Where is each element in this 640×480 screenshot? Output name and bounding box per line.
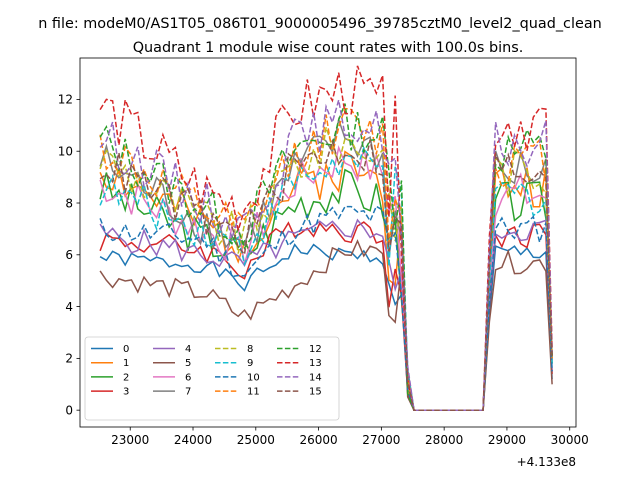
legend-label: 3	[123, 387, 129, 398]
legend-label: 11	[247, 387, 260, 398]
series-layer	[99, 65, 553, 411]
legend-label: 2	[123, 372, 129, 383]
legend-label: 0	[123, 344, 129, 355]
x-axis: 23000 24000 25000 26000 27000 28000 29000 30000	[111, 427, 589, 447]
x-tick-label: 26000	[299, 433, 337, 447]
y-tick-label: 12	[58, 93, 73, 107]
series-line-15	[99, 138, 553, 411]
legend-label: 8	[247, 344, 253, 355]
y-tick-label: 2	[65, 352, 73, 366]
y-tick-label: 4	[65, 300, 73, 314]
x-tick-label: 23000	[111, 433, 149, 447]
y-tick-label: 8	[65, 196, 73, 210]
legend-label: 14	[309, 372, 322, 383]
legend-label: 9	[247, 358, 253, 369]
legend-label: 5	[185, 358, 191, 369]
x-tick-label: 29000	[488, 433, 526, 447]
x-tick-label: 24000	[174, 433, 212, 447]
x-tick-label: 27000	[362, 433, 400, 447]
legend-label: 7	[185, 387, 191, 398]
legend-label: 6	[185, 372, 191, 383]
legend-label: 12	[309, 344, 322, 355]
y-tick-label: 10	[58, 145, 73, 159]
y-axis: 0 2 4 6 8 10 12	[58, 93, 80, 417]
legend-label: 13	[309, 358, 322, 369]
figure-suptitle: n file: modeM0/AS1T05_086T01_9000005496_…	[38, 16, 602, 32]
legend-label: 4	[185, 344, 191, 355]
y-tick-label: 0	[65, 403, 73, 417]
plot-border	[79, 57, 577, 428]
chart-title: Quadrant 1 module wise count rates with …	[133, 40, 524, 56]
legend-box	[84, 336, 340, 421]
x-tick-label: 30000	[551, 433, 589, 447]
x-axis-offset-label: +4.133e8	[517, 455, 576, 469]
legend-label: 15	[309, 387, 322, 398]
x-tick-label: 28000	[425, 433, 463, 447]
x-tick-label: 25000	[237, 433, 275, 447]
series-line-14	[99, 99, 553, 411]
series-line-11	[99, 107, 553, 411]
legend-label: 1	[123, 358, 129, 369]
legend-label: 10	[247, 372, 260, 383]
y-tick-label: 6	[65, 248, 73, 262]
